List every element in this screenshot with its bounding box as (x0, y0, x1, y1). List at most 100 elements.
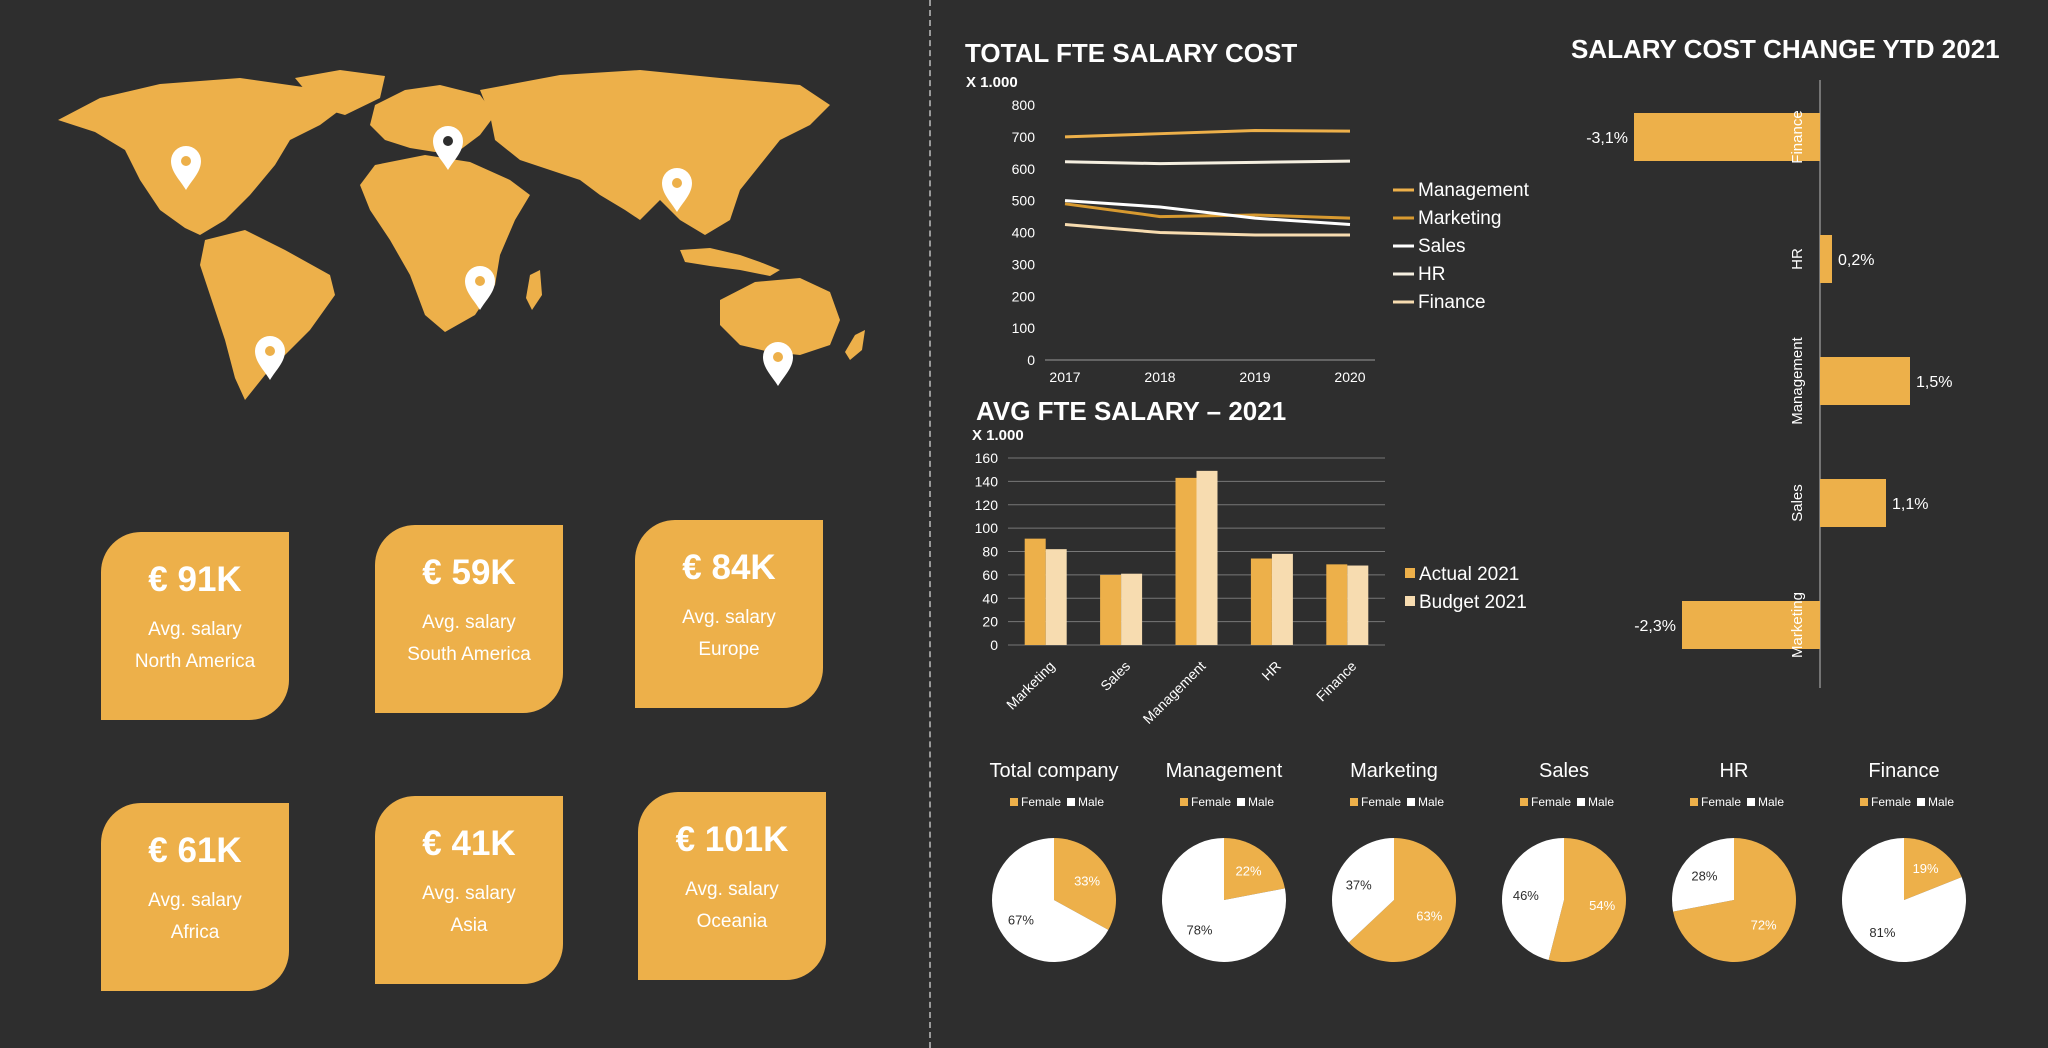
legend-label: Female (1700, 794, 1741, 809)
y-tick-label: 0 (1027, 352, 1035, 368)
slice-label: 54% (1589, 898, 1615, 913)
change-bar-hr (1820, 235, 1832, 283)
stat-label: Avg. salary (148, 619, 242, 640)
value-label: -2,3% (1634, 618, 1676, 635)
legend-label: Marketing (1418, 208, 1501, 229)
y-tick-label: 120 (975, 497, 999, 513)
legend-label: Male (1418, 794, 1445, 809)
legend-label: HR (1418, 264, 1445, 285)
x-tick-label: Sales (1097, 658, 1133, 694)
stat-value: € 61K (148, 831, 242, 870)
value-label: 1,1% (1892, 496, 1928, 513)
location-pin-icon (255, 336, 285, 380)
y-tick-label: 0 (990, 637, 998, 653)
pie-legend: Female Male (959, 794, 1149, 809)
bar-finance-actual (1326, 564, 1348, 645)
y-tick-label: 800 (1012, 97, 1036, 113)
x-tick-label: 2019 (1239, 369, 1270, 385)
pie-slice-female (1673, 838, 1796, 962)
legend-label: Male (1758, 794, 1785, 809)
bar-finance-budget (1347, 565, 1369, 645)
stat-region: Africa (170, 922, 220, 943)
stat-value: € 91K (148, 560, 242, 599)
change-chart: -3,1% Finance 0,2% HR 1,5% Management 1,1% Sale… (1586, 80, 1952, 688)
pie-slice-female (1224, 838, 1285, 900)
category-label: Management (1789, 336, 1806, 424)
y-tick-label: 80 (982, 544, 998, 560)
legend-swatch (1689, 797, 1698, 806)
category-label: Marketing (1789, 592, 1806, 658)
legend-label: Male (1588, 794, 1615, 809)
continent-africa (360, 155, 530, 332)
series-line-management (1064, 128, 1351, 139)
continent-indonesia (680, 248, 780, 276)
y-tick-label: 100 (1012, 320, 1036, 336)
legend-swatch (1237, 797, 1245, 806)
pie-slice-female (1054, 838, 1116, 930)
legend-swatch (1519, 797, 1528, 806)
stat-card-south-america: € 59K Avg. salary South America (375, 525, 563, 713)
legend-swatch (1917, 797, 1925, 806)
continent-greenland (295, 70, 385, 115)
pie-chart: 22% 78% (1162, 838, 1286, 962)
category-label: Finance (1789, 110, 1806, 163)
bar-hr-actual (1250, 558, 1272, 645)
legend-label: Female (1530, 794, 1571, 809)
change-bar-marketing (1682, 601, 1820, 649)
legend-label: Female (1360, 794, 1401, 809)
stat-label: Avg. salary (422, 612, 516, 633)
legend-label: Management (1418, 180, 1530, 201)
stat-card-africa: € 61K Avg. salary Africa (101, 803, 289, 991)
stat-region: North America (134, 651, 256, 672)
bar-sales-actual (1100, 574, 1122, 645)
stat-card-europe: € 84K Avg. salary Europe (635, 520, 823, 708)
legend-label: Sales (1418, 236, 1466, 257)
slice-label: 33% (1074, 873, 1100, 888)
location-pin-icon (171, 146, 201, 190)
bar-hr-budget (1271, 553, 1293, 645)
stat-region: Oceania (696, 911, 768, 932)
change-chart-title: SALARY COST CHANGE YTD 2021 (1571, 34, 2000, 64)
line-chart-title: TOTAL FTE SALARY COST (965, 38, 1298, 68)
stat-region: Asia (450, 915, 488, 936)
y-tick-label: 60 (982, 567, 998, 583)
x-tick-label: Finance (1313, 658, 1360, 705)
stat-region: Europe (698, 639, 760, 660)
series-line-finance (1064, 223, 1350, 237)
pie-slice-male (1842, 838, 1966, 962)
y-tick-label: 400 (1012, 225, 1036, 241)
stat-label: Avg. salary (422, 883, 516, 904)
y-tick-label: 20 (982, 614, 998, 630)
change-bar-finance (1634, 113, 1820, 161)
stat-label: Avg. salary (685, 879, 779, 900)
series-line-sales (1064, 199, 1351, 227)
pie-legend: Female Male (1469, 794, 1659, 809)
stat-value: € 59K (422, 553, 516, 592)
slice-label: 46% (1513, 888, 1539, 903)
legend-swatch (1405, 568, 1415, 578)
slice-label: 19% (1913, 861, 1939, 876)
y-tick-label: 160 (975, 450, 999, 466)
bar-management-actual (1175, 477, 1197, 645)
legend-swatch (1009, 797, 1018, 806)
pie-slice-male (1332, 838, 1394, 943)
line-chart-unit: X 1.000 (966, 74, 1018, 91)
legend-label: Finance (1418, 292, 1486, 313)
pie-chart: 54% 46% (1502, 838, 1626, 962)
slice-label: 22% (1235, 863, 1261, 878)
stat-value: € 101K (675, 820, 789, 859)
pie-chart: 63% 37% (1332, 838, 1456, 962)
line-chart: 0 100 200 300 400 500 600 700 800 2017 2018 2019 202… (1012, 97, 1530, 385)
location-pin-icon (433, 126, 463, 170)
pie-slice-male (1672, 838, 1734, 912)
slice-label: 81% (1869, 925, 1895, 940)
y-tick-label: 100 (975, 520, 999, 536)
change-bar-sales (1820, 479, 1886, 527)
continent-new-zealand (845, 330, 865, 360)
pie-title: HR (1719, 760, 1749, 782)
bar-marketing-budget (1045, 549, 1067, 645)
x-tick-label: 2018 (1144, 369, 1175, 385)
pie-legend: Female Male (1809, 794, 1999, 809)
legend-label: Male (1078, 794, 1105, 809)
pie-slice-male (1162, 838, 1286, 962)
